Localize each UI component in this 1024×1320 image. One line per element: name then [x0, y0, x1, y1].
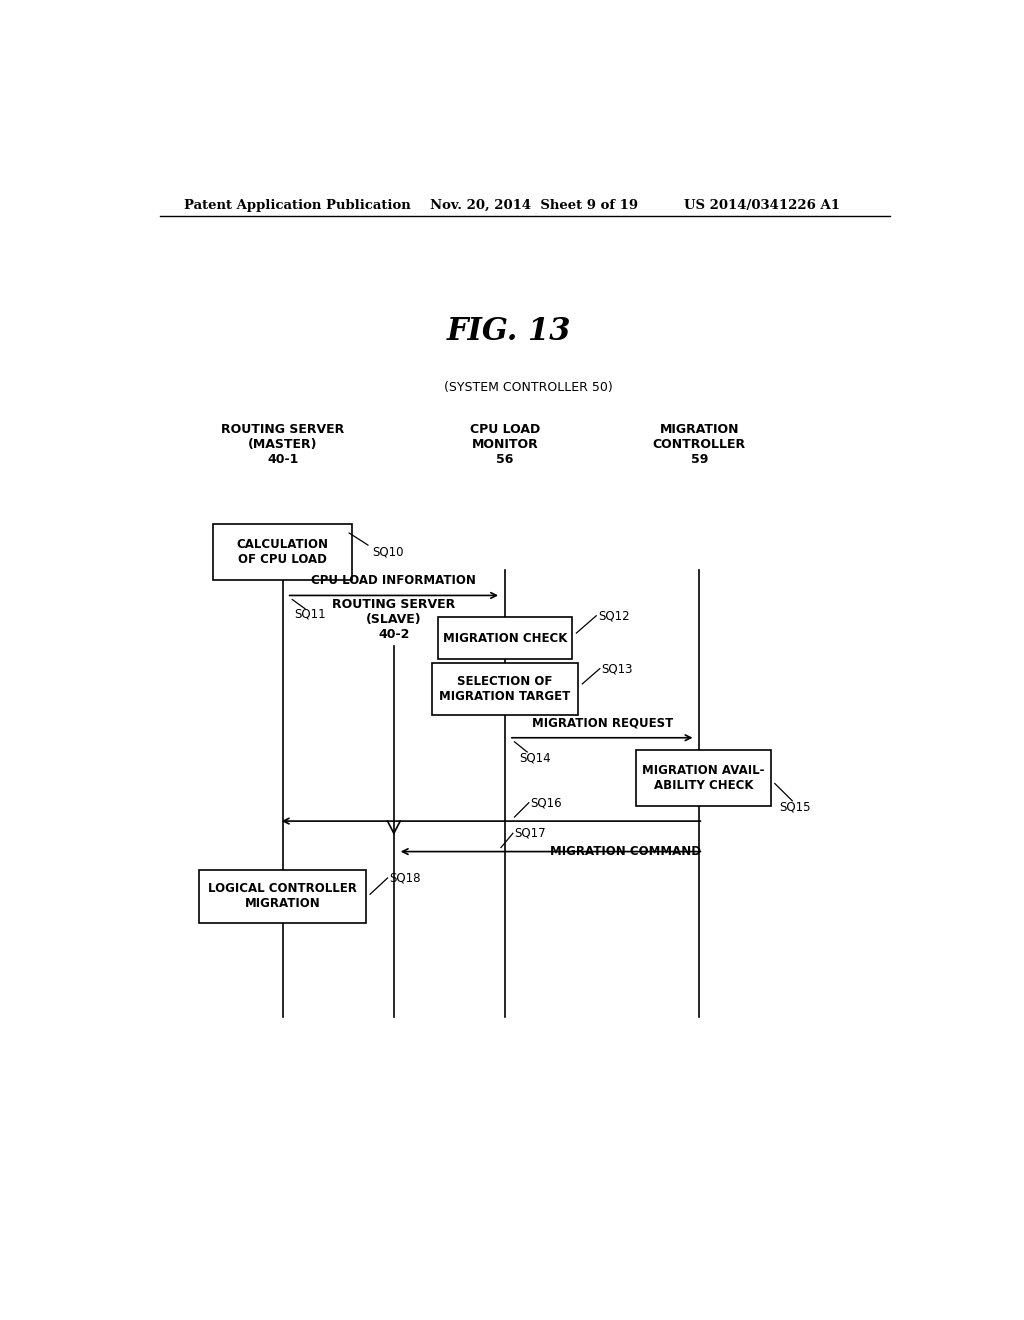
Text: MIGRATION COMMAND: MIGRATION COMMAND	[551, 845, 701, 858]
Text: (SYSTEM CONTROLLER 50): (SYSTEM CONTROLLER 50)	[444, 380, 613, 393]
Bar	[213, 524, 352, 579]
Text: CPU LOAD
MONITOR
56: CPU LOAD MONITOR 56	[470, 422, 540, 466]
Text: SQ15: SQ15	[778, 800, 810, 813]
Text: ROUTING SERVER
(SLAVE)
40-2: ROUTING SERVER (SLAVE) 40-2	[332, 598, 456, 642]
Text: MIGRATION
CONTROLLER
59: MIGRATION CONTROLLER 59	[653, 422, 745, 466]
Text: US 2014/0341226 A1: US 2014/0341226 A1	[684, 198, 840, 211]
Text: SQ16: SQ16	[530, 796, 562, 809]
Text: SQ18: SQ18	[389, 871, 421, 884]
Bar	[431, 663, 579, 715]
Text: SQ14: SQ14	[519, 751, 551, 764]
Bar	[636, 751, 771, 807]
Text: CPU LOAD INFORMATION: CPU LOAD INFORMATION	[311, 574, 476, 587]
Text: FIG. 13: FIG. 13	[446, 315, 571, 347]
Text: SELECTION OF
MIGRATION TARGET: SELECTION OF MIGRATION TARGET	[439, 675, 570, 704]
Bar	[200, 870, 367, 923]
Text: SQ17: SQ17	[514, 826, 546, 840]
Text: MIGRATION REQUEST: MIGRATION REQUEST	[531, 717, 673, 730]
Text: ROUTING SERVER
(MASTER)
40-1: ROUTING SERVER (MASTER) 40-1	[221, 422, 344, 466]
Text: MIGRATION AVAIL-
ABILITY CHECK: MIGRATION AVAIL- ABILITY CHECK	[642, 764, 765, 792]
Bar	[437, 616, 572, 660]
Text: Nov. 20, 2014  Sheet 9 of 19: Nov. 20, 2014 Sheet 9 of 19	[430, 198, 638, 211]
Text: LOGICAL CONTROLLER
MIGRATION: LOGICAL CONTROLLER MIGRATION	[208, 882, 357, 911]
Text: SQ13: SQ13	[601, 663, 633, 675]
Text: SQ11: SQ11	[295, 607, 327, 620]
Bar	[555, 833, 696, 870]
Text: CALCULATION
OF CPU LOAD: CALCULATION OF CPU LOAD	[237, 537, 329, 566]
Text: SQ12: SQ12	[598, 610, 630, 622]
Text: Patent Application Publication: Patent Application Publication	[183, 198, 411, 211]
Text: MIGRATION CHECK: MIGRATION CHECK	[442, 632, 567, 644]
Text: SQ10: SQ10	[372, 545, 403, 558]
